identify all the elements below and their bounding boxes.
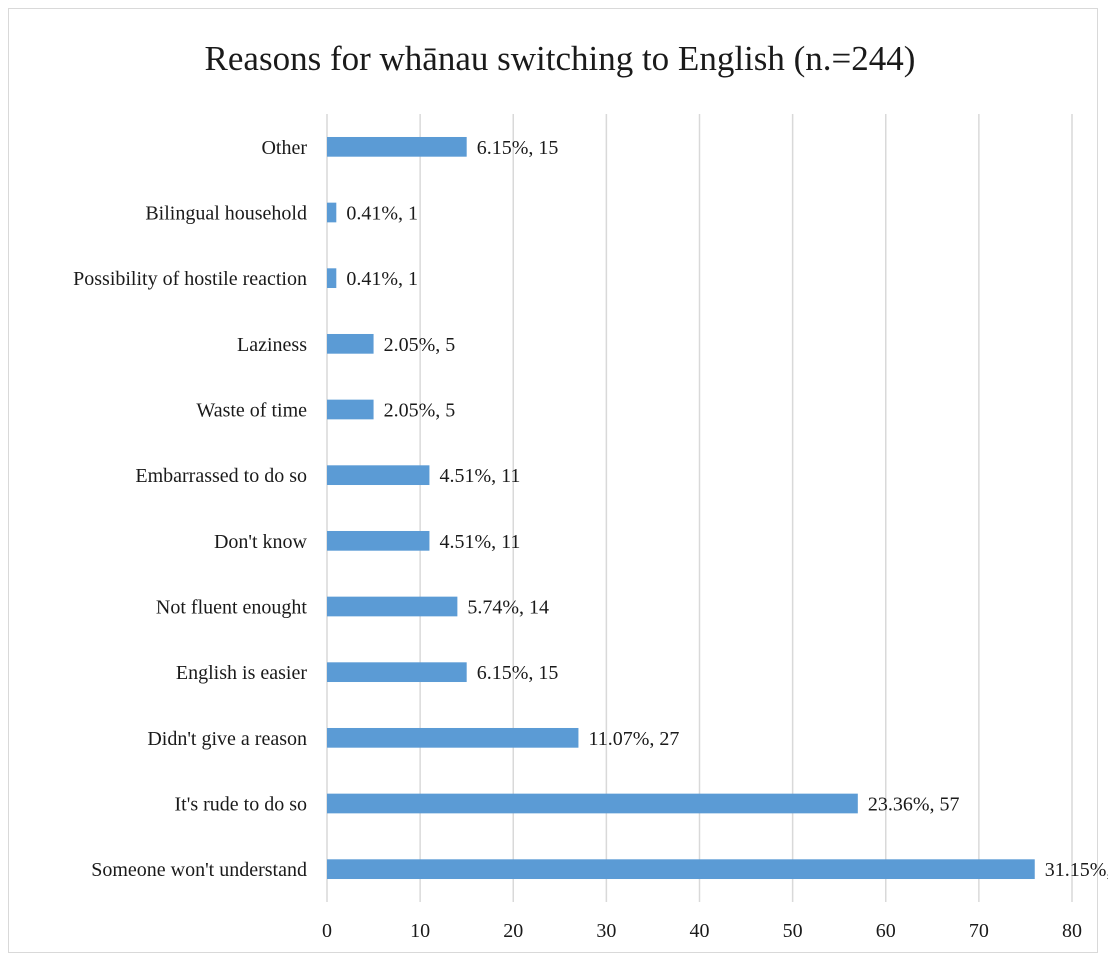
data-label: 2.05%, 5 bbox=[384, 334, 456, 356]
gridlines bbox=[327, 114, 1072, 902]
bar bbox=[327, 597, 457, 617]
data-label: 4.51%, 11 bbox=[439, 531, 520, 553]
x-tick-label: 60 bbox=[876, 920, 896, 942]
chart-title: Reasons for whānau switching to English … bbox=[205, 39, 916, 78]
data-labels: 6.15%, 15 0.41%, 1 0.41%, 1 2.05%, 5 2.05%, … bbox=[346, 137, 1108, 881]
data-label: 4.51%, 11 bbox=[439, 465, 520, 487]
x-tick-label: 20 bbox=[503, 920, 523, 942]
x-tick-label: 10 bbox=[410, 920, 430, 942]
data-label: 6.15%, 15 bbox=[477, 662, 559, 684]
data-label: 0.41%, 1 bbox=[346, 268, 418, 290]
category-label: Bilingual household bbox=[145, 203, 307, 225]
category-label: Laziness bbox=[237, 334, 307, 356]
category-label: Not fluent enought bbox=[156, 597, 308, 619]
bar bbox=[327, 137, 467, 157]
data-label: 6.15%, 15 bbox=[477, 137, 559, 159]
x-tick-label: 0 bbox=[322, 920, 332, 942]
x-tick-label: 70 bbox=[969, 920, 989, 942]
bar bbox=[327, 859, 1035, 879]
bar bbox=[327, 465, 429, 485]
data-label: 5.74%, 14 bbox=[467, 597, 549, 619]
category-label: Someone won't understand bbox=[91, 859, 307, 881]
bar bbox=[327, 400, 374, 420]
bars bbox=[327, 137, 1035, 879]
category-label: Didn't give a reason bbox=[147, 728, 307, 750]
data-label: 31.15%, 76 bbox=[1045, 859, 1108, 881]
category-label: English is easier bbox=[176, 662, 307, 684]
x-tick-label: 50 bbox=[783, 920, 803, 942]
x-tick-label: 40 bbox=[690, 920, 710, 942]
data-label: 23.36%, 57 bbox=[868, 794, 960, 816]
category-label: Possibility of hostile reaction bbox=[73, 268, 307, 290]
bar bbox=[327, 203, 336, 223]
category-labels: Other Bilingual household Possibility of h… bbox=[73, 137, 307, 881]
bar bbox=[327, 334, 374, 354]
bar bbox=[327, 268, 336, 288]
category-label: Don't know bbox=[214, 531, 308, 553]
category-label: Waste of time bbox=[196, 400, 307, 422]
bar bbox=[327, 794, 858, 814]
data-label: 11.07%, 27 bbox=[588, 728, 679, 750]
category-label: Embarrassed to do so bbox=[135, 465, 307, 487]
x-tick-labels: 0 10 20 30 40 50 60 70 80 bbox=[322, 920, 1082, 942]
bar bbox=[327, 728, 578, 748]
x-tick-label: 30 bbox=[596, 920, 616, 942]
data-label: 0.41%, 1 bbox=[346, 203, 418, 225]
category-label: It's rude to do so bbox=[175, 794, 307, 816]
bar bbox=[327, 531, 429, 551]
data-label: 2.05%, 5 bbox=[384, 400, 456, 422]
bar bbox=[327, 662, 467, 682]
category-label: Other bbox=[261, 137, 307, 159]
x-tick-label: 80 bbox=[1062, 920, 1082, 942]
